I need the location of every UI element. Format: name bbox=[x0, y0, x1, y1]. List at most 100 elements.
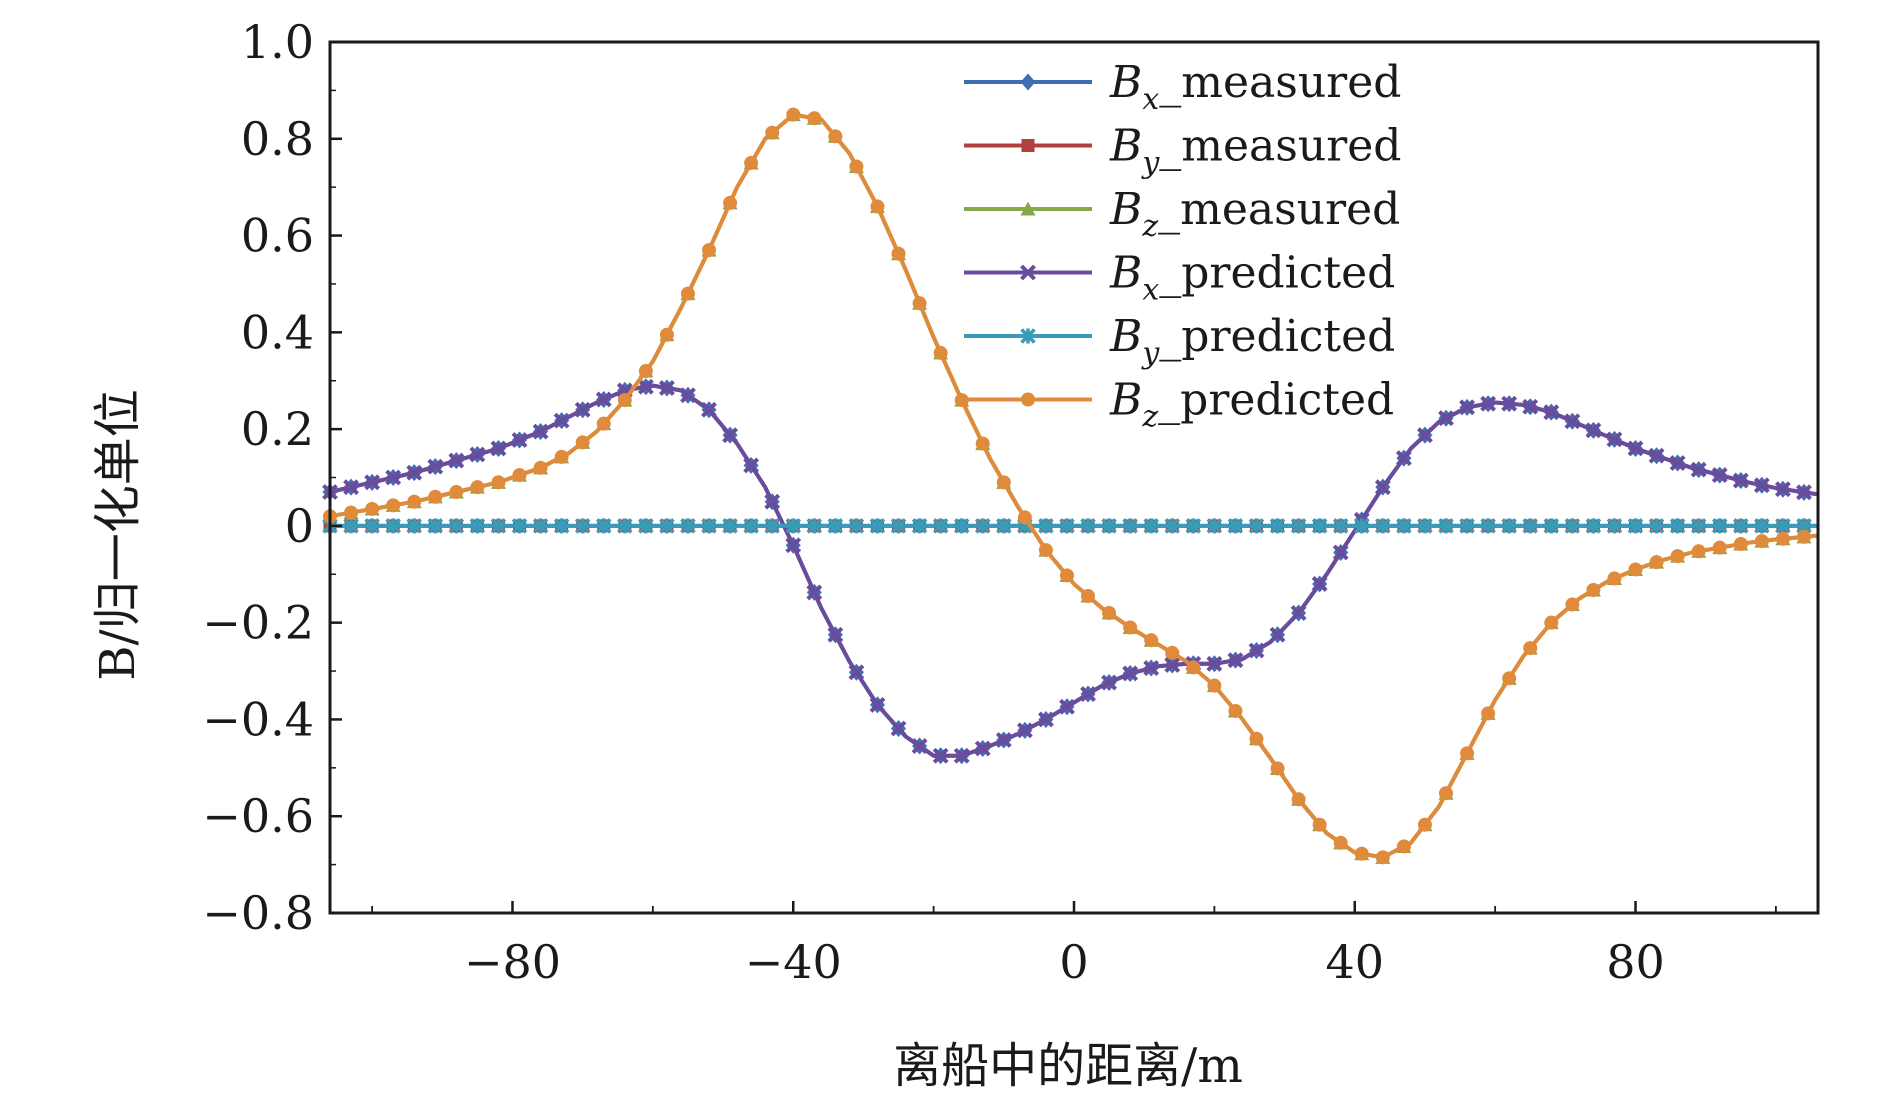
data-point bbox=[785, 518, 801, 534]
data-point bbox=[1543, 518, 1560, 534]
data-point bbox=[1712, 540, 1727, 555]
legend-entry: By_measured bbox=[964, 121, 1401, 181]
y-tick-label: −0.8 bbox=[202, 886, 314, 940]
data-point bbox=[1143, 660, 1160, 676]
data-point bbox=[995, 732, 1012, 748]
data-point bbox=[1143, 518, 1159, 534]
x-tick-label: 40 bbox=[1325, 935, 1384, 989]
data-point bbox=[364, 474, 381, 491]
data-point bbox=[364, 518, 380, 534]
data-point bbox=[1733, 518, 1749, 534]
data-point bbox=[1101, 518, 1117, 534]
data-point bbox=[490, 440, 507, 457]
data-point bbox=[1396, 839, 1411, 854]
data-point bbox=[996, 518, 1012, 534]
plot-border bbox=[328, 40, 1820, 915]
data-point bbox=[1186, 660, 1201, 675]
data-point bbox=[1206, 655, 1223, 672]
data-point bbox=[1565, 597, 1580, 612]
data-point bbox=[1627, 440, 1644, 457]
data-point bbox=[1248, 518, 1265, 534]
data-point bbox=[638, 518, 654, 534]
data-point bbox=[1375, 518, 1391, 534]
legend-label: Bz_predicted bbox=[1109, 375, 1394, 435]
legend-label: By_measured bbox=[1109, 121, 1401, 181]
data-point bbox=[974, 740, 991, 757]
data-point bbox=[701, 401, 717, 418]
data-point bbox=[1311, 518, 1328, 534]
data-point bbox=[1712, 518, 1728, 534]
data-point bbox=[1585, 422, 1602, 439]
series-line bbox=[329, 383, 1819, 758]
data-point bbox=[1481, 706, 1496, 721]
data-point bbox=[722, 427, 738, 444]
data-point bbox=[1123, 620, 1138, 635]
data-point bbox=[933, 345, 948, 360]
data-point bbox=[1691, 544, 1706, 559]
data-point bbox=[659, 518, 675, 534]
data-point bbox=[1564, 413, 1581, 430]
data-point bbox=[806, 518, 823, 534]
data-point bbox=[827, 626, 844, 643]
data-point bbox=[1586, 583, 1601, 598]
data-point bbox=[1628, 562, 1643, 577]
data-point bbox=[406, 518, 422, 534]
data-point bbox=[828, 129, 843, 144]
data-point bbox=[722, 518, 738, 534]
legend-entry: Bx_predicted bbox=[964, 248, 1395, 308]
data-point bbox=[786, 107, 801, 122]
data-point bbox=[469, 446, 486, 463]
data-point bbox=[1796, 529, 1811, 544]
data-point bbox=[1038, 518, 1054, 534]
data-point bbox=[1080, 686, 1096, 702]
data-point bbox=[870, 199, 885, 214]
data-point bbox=[1754, 518, 1770, 534]
data-point bbox=[1311, 576, 1328, 592]
data-point bbox=[1269, 518, 1286, 534]
data-point bbox=[574, 401, 591, 418]
data-point bbox=[975, 518, 991, 534]
data-point bbox=[595, 391, 612, 408]
data-point bbox=[511, 432, 528, 448]
data-point bbox=[1417, 518, 1433, 534]
data-point bbox=[932, 518, 949, 534]
data-point bbox=[638, 364, 653, 379]
data-point bbox=[449, 485, 464, 500]
data-point bbox=[1228, 703, 1243, 718]
data-point bbox=[407, 494, 422, 509]
data-point bbox=[702, 243, 717, 258]
legend-marker bbox=[1020, 201, 1036, 216]
data-point bbox=[532, 423, 549, 440]
data-point bbox=[891, 246, 906, 261]
data-point bbox=[1501, 395, 1518, 412]
data-point bbox=[1354, 518, 1370, 534]
data-point bbox=[807, 111, 822, 126]
data-point bbox=[1690, 461, 1707, 478]
data-point bbox=[1227, 518, 1244, 534]
data-point bbox=[575, 435, 590, 450]
data-point bbox=[1122, 518, 1138, 534]
y-tick-label: −0.2 bbox=[202, 596, 314, 650]
data-point bbox=[1081, 589, 1096, 604]
data-point bbox=[365, 501, 380, 516]
y-tick-label: 0.6 bbox=[241, 209, 314, 263]
data-point bbox=[1248, 642, 1265, 659]
data-point bbox=[764, 518, 780, 534]
data-point bbox=[1101, 674, 1118, 691]
legend-marker bbox=[1020, 73, 1036, 91]
data-point bbox=[806, 584, 823, 601]
y-tick-label: −0.6 bbox=[202, 789, 314, 843]
data-point bbox=[1417, 817, 1432, 832]
data-point bbox=[890, 518, 907, 534]
series-line bbox=[329, 112, 1819, 860]
data-point bbox=[1290, 605, 1307, 621]
legend-marker bbox=[1021, 392, 1035, 407]
y-axis-label: B/归一化单位 bbox=[90, 389, 146, 680]
y-tick-label: 0 bbox=[285, 499, 314, 553]
data-point bbox=[996, 475, 1011, 490]
data-point bbox=[932, 747, 949, 764]
data-point bbox=[470, 480, 485, 495]
data-point bbox=[743, 518, 759, 534]
data-point bbox=[1164, 518, 1180, 534]
